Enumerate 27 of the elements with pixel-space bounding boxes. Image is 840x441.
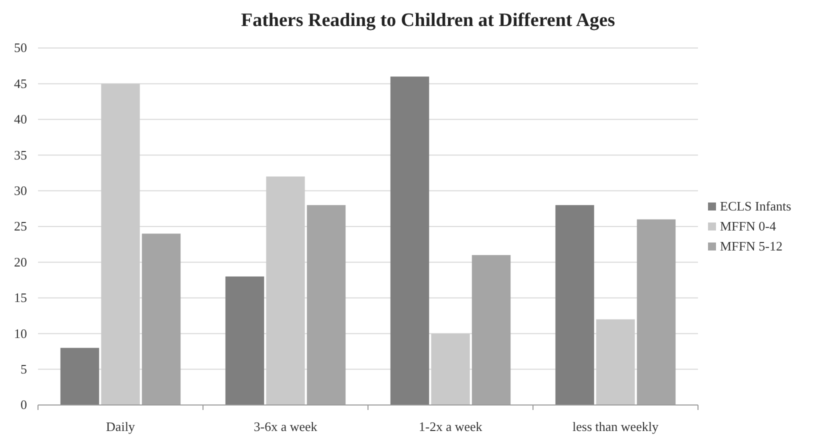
bar (225, 276, 264, 405)
y-tick-label: 25 (14, 218, 27, 234)
y-tick-label: 45 (14, 76, 27, 91)
bar (60, 348, 100, 405)
y-tick-label: 50 (14, 40, 27, 56)
y-tick-label: 10 (14, 326, 27, 341)
x-tick-label: Daily (106, 419, 136, 434)
x-tick-label: 1-2x a week (418, 419, 483, 434)
x-tick-label: 3-6x a week (254, 419, 318, 434)
y-tick-label: 15 (14, 290, 27, 306)
x-tick-label: less than weekly (572, 419, 659, 434)
bar (101, 84, 140, 405)
bar (390, 76, 430, 405)
y-tick-label: 30 (14, 182, 27, 198)
bar (431, 334, 470, 405)
legend-label: ECLS Infants (720, 198, 792, 214)
bar (266, 176, 305, 405)
y-tick-label: 5 (20, 361, 27, 376)
y-tick-label: 0 (20, 397, 27, 412)
legend-label: MFFN 0-4 (720, 218, 776, 234)
bar (555, 205, 594, 405)
bar (596, 319, 635, 405)
legend-label: MFFN 5-12 (720, 238, 782, 254)
chart-title: Fathers Reading to Children at Different Ages (241, 10, 615, 31)
y-tick-label: 35 (14, 147, 27, 162)
y-tick-label: 20 (14, 254, 27, 270)
y-tick-label: 40 (14, 112, 27, 127)
